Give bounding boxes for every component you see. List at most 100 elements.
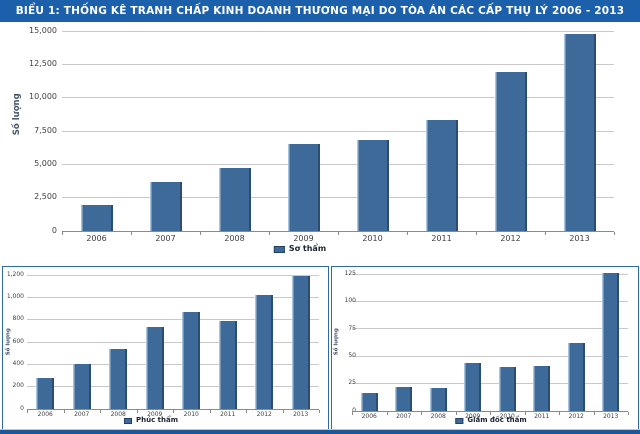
axis-tick — [136, 410, 138, 413]
x-tick-label: 2011 — [534, 413, 550, 420]
axis-tick — [455, 412, 457, 415]
bar-2012 — [255, 295, 274, 409]
axis-tick — [269, 232, 270, 235]
x-tick-label: 2010 — [362, 234, 383, 243]
x-axis-line — [352, 411, 628, 412]
axis-tick — [614, 232, 615, 235]
bar-2008 — [429, 388, 447, 411]
x-tick-label: 2013 — [603, 413, 619, 420]
x-tick-label: 2009 — [293, 234, 314, 243]
y-tick-label: 75 — [348, 324, 356, 332]
y-tick-label: 0 — [20, 404, 24, 412]
bar-2013 — [291, 276, 310, 409]
y-tick-label: 600 — [12, 337, 24, 345]
bar-2008 — [218, 168, 251, 231]
x-tick-label: 2013 — [293, 411, 309, 418]
gridline — [62, 197, 614, 199]
bar-2006 — [360, 393, 378, 411]
axis-tick — [524, 412, 526, 415]
y-tick-label: 7,500 — [34, 125, 57, 135]
y-tick-label: 200 — [12, 382, 24, 390]
figure-title: BIỂU 1: THỐNG KÊ TRANH CHẤP KINH DOANH T… — [15, 5, 625, 17]
x-tick-label: 2007 — [396, 413, 412, 420]
gridline — [352, 300, 628, 302]
gridline — [27, 341, 319, 343]
y-tick-label: 125 — [344, 269, 356, 277]
x-tick-label: 2008 — [224, 234, 245, 243]
legend-swatch — [123, 417, 132, 424]
bar-2007 — [72, 364, 91, 409]
x-tick-label: 2011 — [431, 234, 452, 243]
gridline — [27, 274, 319, 276]
axis-tick — [131, 232, 132, 235]
x-tick-label: 2007 — [74, 411, 90, 418]
axis-tick — [100, 410, 101, 413]
axis-tick — [593, 412, 595, 415]
gridline — [62, 63, 614, 65]
x-tick-label: 2008 — [430, 413, 446, 420]
x-tick-label: 2006 — [86, 234, 107, 243]
axis-tick — [27, 410, 28, 413]
x-tick-label: 2011 — [220, 411, 236, 418]
legend-label: Giám đốc thẩm — [467, 416, 527, 424]
bar-2007 — [395, 387, 413, 411]
bar-2010 — [498, 367, 516, 411]
gridline — [62, 30, 614, 32]
gridline — [62, 97, 614, 99]
legend: Sơ thẩm — [273, 244, 327, 253]
bar-2006 — [80, 205, 113, 231]
y-tick-label: 10,000 — [29, 92, 57, 102]
bar-2011 — [533, 366, 551, 411]
axis-tick — [338, 232, 339, 235]
x-tick-label: 2012 — [500, 234, 521, 243]
y-tick-label: 0 — [51, 225, 57, 235]
chart-phuc-tham: 0 200 400 600 800 1,000 1,200 2006 2007 2008 2009 2… — [2, 266, 329, 431]
legend-swatch — [455, 417, 464, 424]
x-tick-label: 2008 — [110, 411, 126, 418]
chart-so-tham: 0 2,500 5,000 7,500 10,000 12,500 15,000 2006 20… — [0, 22, 640, 258]
y-tick-label: 800 — [12, 315, 24, 323]
axis-tick — [173, 410, 174, 413]
gridline — [27, 319, 319, 321]
x-axis-line — [62, 231, 614, 232]
axis-tick — [386, 412, 388, 415]
legend-label: Sơ thẩm — [288, 244, 327, 253]
bar-2010 — [182, 312, 201, 409]
x-axis-line — [27, 409, 319, 410]
y-tick-label: 50 — [348, 351, 356, 359]
gridline — [27, 363, 319, 365]
bar-2009 — [464, 363, 482, 411]
x-tick-label: 2006 — [37, 411, 53, 418]
y-tick-label: 100 — [344, 297, 356, 305]
y-tick-label: 0 — [332, 407, 356, 414]
bar-2009 — [287, 144, 320, 231]
bar-2011 — [218, 321, 237, 409]
axis-tick — [476, 232, 477, 235]
gridline — [27, 386, 319, 388]
y-tick-label: 25 — [348, 379, 356, 387]
x-tick-label: 2010 — [499, 413, 515, 420]
gridline — [352, 355, 628, 357]
bar-2012 — [567, 343, 585, 411]
gridline — [62, 130, 614, 132]
bar-2009 — [145, 327, 164, 409]
gridline — [352, 383, 628, 385]
y-tick-label: 12,500 — [29, 58, 57, 68]
x-tick-label: 2010 — [183, 411, 199, 418]
bar-2006 — [36, 378, 55, 409]
y-tick-label: 15,000 — [29, 25, 57, 35]
x-tick-label: 2007 — [155, 234, 176, 243]
axis-tick — [200, 232, 201, 235]
bar-2007 — [149, 182, 182, 231]
x-tick-label: 2013 — [569, 234, 590, 243]
axis-tick — [62, 232, 63, 235]
bar-2008 — [109, 349, 128, 409]
y-axis-title: Số lượng — [5, 328, 12, 356]
x-tick-label: 2012 — [256, 411, 272, 418]
chart-giam-doc-tham: 0 25 50 75 100 125 2006 2007 2008 2009 2010 2011 201… — [331, 266, 639, 431]
y-tick-label: 2,500 — [34, 192, 57, 202]
y-tick-label: 5,000 — [34, 158, 57, 168]
gridline — [62, 163, 614, 165]
gridline — [352, 273, 628, 275]
y-tick-label: 1,200 — [6, 270, 24, 278]
